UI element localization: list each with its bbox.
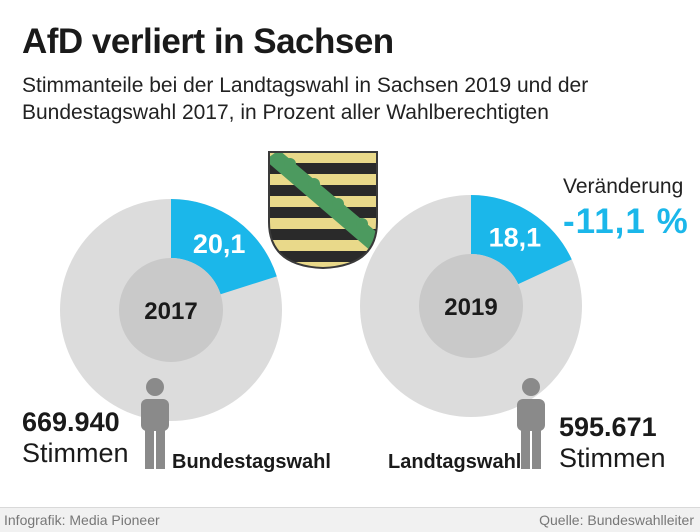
donut-2017-value-label: 20,1 [193,229,246,259]
person-icon-2017 [141,378,169,469]
footer-credit: Infografik: Media Pioneer [4,512,160,528]
donut-2019-hole [419,254,523,358]
change-value: -11,1 % [563,202,689,241]
votes-2017: 669.940 Stimmen [22,407,129,469]
votes-2017-unit: Stimmen [22,438,129,468]
votes-2019: 595.671 Stimmen [559,412,666,474]
election-2019-label: Landtagswahl [388,451,522,473]
page-title: AfD verliert in Sachsen [22,22,394,61]
change-label: Veränderung [563,175,684,198]
subtitle: Stimmanteile bei der Landtagswahl in Sac… [22,74,589,124]
donut-2019-value-label: 18,1 [489,222,542,252]
footer: Infografik: Media Pioneer Quelle: Bundes… [0,507,700,532]
votes-2019-unit: Stimmen [559,443,666,473]
donut-2017: 20,1 2017 [60,199,282,421]
donut-2019-year-label: 2019 [444,294,497,321]
donut-2019: 18,1 2019 [360,195,582,417]
votes-2019-count: 595.671 [559,412,657,442]
person-icon-2019 [517,378,545,469]
footer-source: Quelle: Bundeswahlleiter [539,512,694,528]
donut-2019-slice [471,195,572,285]
donut-2017-slice [171,199,277,295]
donut-2017-year-label: 2017 [144,298,197,325]
saxony-coat-of-arms-icon [268,151,378,270]
votes-2017-count: 669.940 [22,407,120,437]
donut-2017-hole [119,258,223,362]
election-2017-label: Bundestagswahl [172,451,331,473]
